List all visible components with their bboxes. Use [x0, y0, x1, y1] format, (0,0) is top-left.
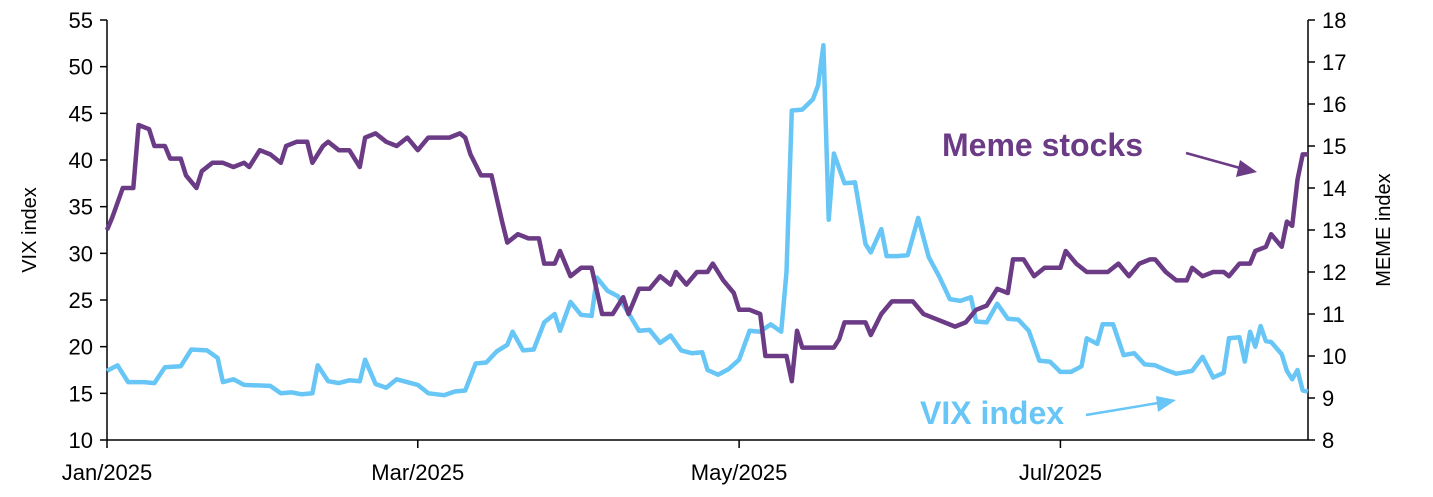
- x-tick-label: Jan/2025: [62, 460, 153, 485]
- meme-series-line: [104, 122, 1308, 384]
- meme-arrowhead: [1236, 160, 1257, 177]
- right-tick-label: 10: [1322, 344, 1346, 369]
- vix-callout-arrow: [1085, 401, 1159, 417]
- left-axis-title: VIX index: [19, 187, 41, 273]
- right-tick-label: 9: [1322, 386, 1334, 411]
- axes: [106, 20, 1309, 441]
- right-tick-label: 16: [1322, 92, 1346, 117]
- series: [104, 42, 1309, 398]
- vix-index-callout: VIX index: [920, 395, 1064, 431]
- vix-arrowhead: [1156, 396, 1176, 412]
- ticks: 10 15 20 25 30 35 40 45 50 55 8 9 10 11 12 13 14 15 16 17 18…: [62, 8, 1347, 485]
- left-tick-label: 40: [69, 148, 93, 173]
- left-tick-label: 20: [69, 335, 93, 360]
- x-tick-label: Jul/2025: [1019, 460, 1102, 485]
- right-tick-label: 18: [1322, 8, 1346, 33]
- left-tick-label: 15: [69, 381, 93, 406]
- left-tick-label: 55: [69, 8, 93, 33]
- right-tick-label: 15: [1322, 134, 1346, 159]
- right-axis-title: MEME index: [1373, 173, 1395, 286]
- x-tick-label: Mar/2025: [371, 460, 464, 485]
- right-tick-label: 17: [1322, 50, 1346, 75]
- left-tick-label: 35: [69, 195, 93, 220]
- meme-stocks-callout: Meme stocks: [942, 127, 1143, 163]
- left-tick-label: 25: [69, 288, 93, 313]
- left-tick-label: 50: [69, 55, 93, 80]
- right-tick-label: 13: [1322, 218, 1346, 243]
- left-tick-label: 30: [69, 241, 93, 266]
- right-tick-label: 14: [1322, 176, 1346, 201]
- right-tick-label: 11: [1322, 302, 1345, 327]
- left-tick-label: 10: [69, 428, 93, 453]
- right-tick-label: 8: [1322, 428, 1334, 453]
- annotations: Meme stocks VIX index: [920, 127, 1257, 431]
- meme-callout-arrow: [1185, 151, 1241, 170]
- right-tick-label: 12: [1322, 260, 1346, 285]
- x-tick-label: May/2025: [691, 460, 788, 485]
- vix-series-line: [105, 42, 1309, 398]
- left-tick-label: 45: [69, 101, 93, 126]
